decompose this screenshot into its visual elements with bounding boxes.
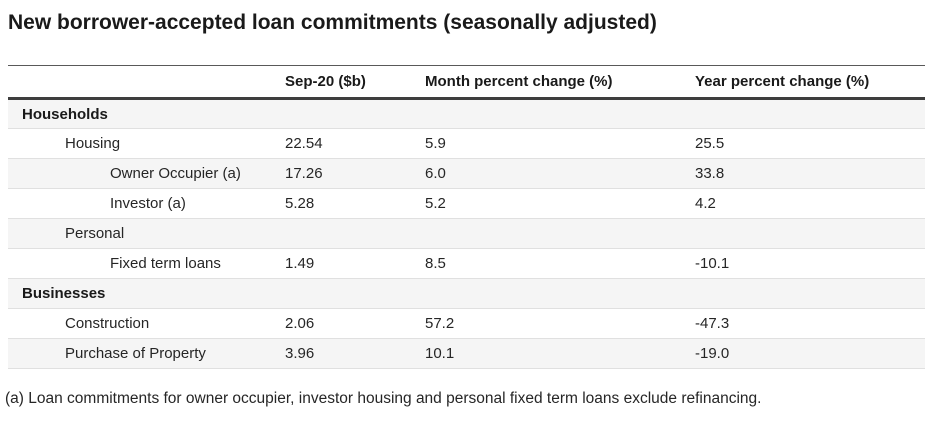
cell-year-pct: -47.3	[695, 315, 730, 332]
header-month-pct-change: Month percent change (%)	[425, 73, 613, 90]
table-row-fixed-term-loans: Fixed term loans 1.49 8.5 -10.1	[8, 249, 925, 279]
cell-sep20: 3.96	[285, 345, 315, 362]
row-label: Investor (a)	[110, 195, 186, 212]
header-row: Sep-20 ($b) Month percent change (%) Yea…	[8, 65, 925, 99]
table-row-construction: Construction 2.06 57.2 -47.3	[8, 309, 925, 339]
table-body: Households Housing 22.54 5.9 25.5 Owner …	[8, 98, 925, 369]
header-blank	[8, 66, 285, 99]
row-label: Households	[22, 105, 108, 123]
table-row-households: Households	[8, 98, 925, 129]
cell-sep20: 17.26	[285, 165, 323, 182]
cell-sep20: 2.06	[285, 315, 315, 332]
cell-year-pct	[695, 99, 925, 129]
table-row-housing: Housing 22.54 5.9 25.5	[8, 129, 925, 159]
cell-month-pct: 8.5	[425, 255, 446, 272]
page-title: New borrower-accepted loan commitments (…	[8, 11, 657, 34]
row-label: Owner Occupier (a)	[110, 165, 241, 182]
cell-year-pct: -10.1	[695, 255, 730, 272]
table-header: Sep-20 ($b) Month percent change (%) Yea…	[8, 65, 925, 99]
cell-sep20: 5.28	[285, 195, 315, 212]
row-label: Purchase of Property	[65, 345, 206, 362]
table-row-owner-occupier: Owner Occupier (a) 17.26 6.0 33.8	[8, 158, 925, 189]
cell-month-pct: 6.0	[425, 165, 446, 182]
header-sep20: Sep-20 ($b)	[285, 73, 366, 90]
cell-year-pct: 33.8	[695, 165, 725, 182]
loan-commitments-table: Sep-20 ($b) Month percent change (%) Yea…	[8, 65, 925, 369]
cell-month-pct: 10.1	[425, 345, 455, 362]
cell-month-pct	[425, 99, 695, 129]
table-row-investor: Investor (a) 5.28 5.2 4.2	[8, 189, 925, 219]
cell-year-pct	[695, 219, 925, 249]
table-row-businesses: Businesses	[8, 278, 925, 309]
cell-month-pct	[425, 219, 695, 249]
cell-sep20: 1.49	[285, 255, 315, 272]
row-label: Personal	[65, 225, 125, 242]
cell-sep20	[285, 99, 425, 129]
cell-month-pct	[425, 279, 695, 309]
row-label: Businesses	[22, 285, 106, 302]
cell-year-pct: -19.0	[695, 345, 730, 362]
cell-sep20	[285, 279, 425, 309]
header-year-pct-change: Year percent change (%)	[695, 73, 870, 90]
cell-month-pct: 57.2	[425, 315, 455, 332]
cell-sep20: 22.54	[285, 135, 323, 152]
cell-sep20	[285, 219, 425, 249]
footnote: (a) Loan commitments for owner occupier,…	[5, 390, 762, 407]
table-row-personal: Personal	[8, 218, 925, 249]
table-row-purchase-of-property: Purchase of Property 3.96 10.1 -19.0	[8, 338, 925, 369]
row-label: Construction	[65, 315, 150, 332]
cell-month-pct: 5.2	[425, 195, 446, 212]
row-label: Fixed term loans	[110, 255, 221, 272]
cell-year-pct: 4.2	[695, 195, 716, 212]
cell-year-pct	[695, 279, 925, 309]
cell-month-pct: 5.9	[425, 135, 446, 152]
row-label: Housing	[65, 135, 121, 152]
cell-year-pct: 25.5	[695, 135, 725, 152]
